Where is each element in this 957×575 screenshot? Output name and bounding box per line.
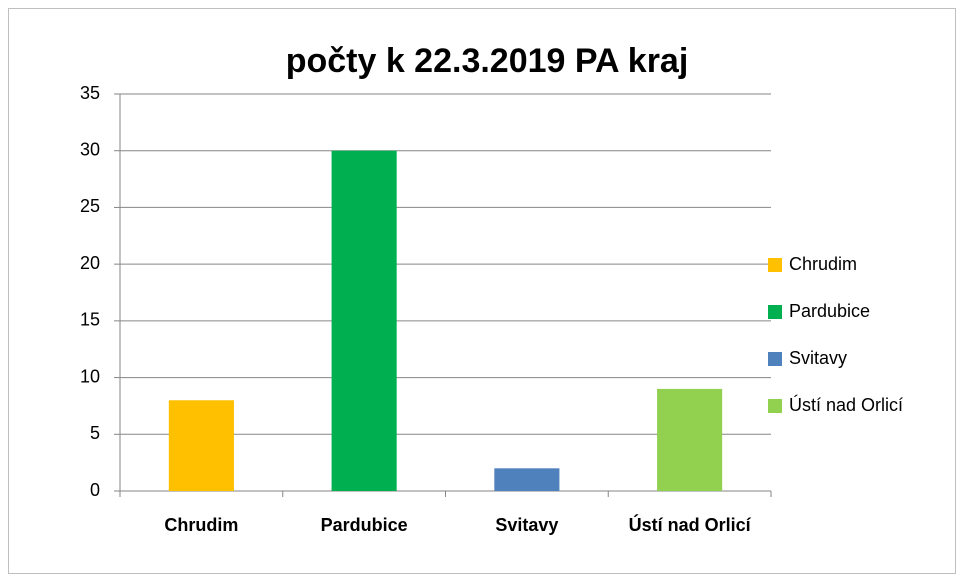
chart-border (8, 8, 956, 574)
y-tick-label: 30 (80, 139, 100, 159)
y-tick-label: 15 (80, 310, 100, 330)
legend-swatch (768, 258, 782, 272)
legend-label: Chrudim (789, 254, 857, 274)
bar (494, 468, 560, 491)
chart-title: počty k 22.3.2019 PA kraj (286, 42, 689, 80)
y-tick-label: 35 (80, 83, 100, 103)
bar (657, 388, 723, 491)
y-tick-label: 5 (90, 423, 100, 443)
y-tick-label: 0 (90, 480, 100, 500)
y-tick-label: 10 (80, 366, 100, 386)
legend-swatch (768, 352, 782, 366)
legend-swatch (768, 399, 782, 413)
bar (331, 150, 397, 491)
x-tick-label: Chrudim (164, 515, 238, 535)
x-tick-label: Ústí nad Orlicí (629, 514, 752, 535)
legend-label: Svitavy (789, 348, 847, 368)
y-tick-label: 25 (80, 196, 100, 216)
x-tick-label: Svitavy (495, 515, 558, 535)
legend-label: Pardubice (789, 301, 870, 321)
x-tick-label: Pardubice (321, 515, 408, 535)
legend-label: Ústí nad Orlicí (789, 394, 903, 415)
y-tick-label: 20 (80, 253, 100, 273)
legend-swatch (768, 305, 782, 319)
bar (168, 400, 234, 491)
